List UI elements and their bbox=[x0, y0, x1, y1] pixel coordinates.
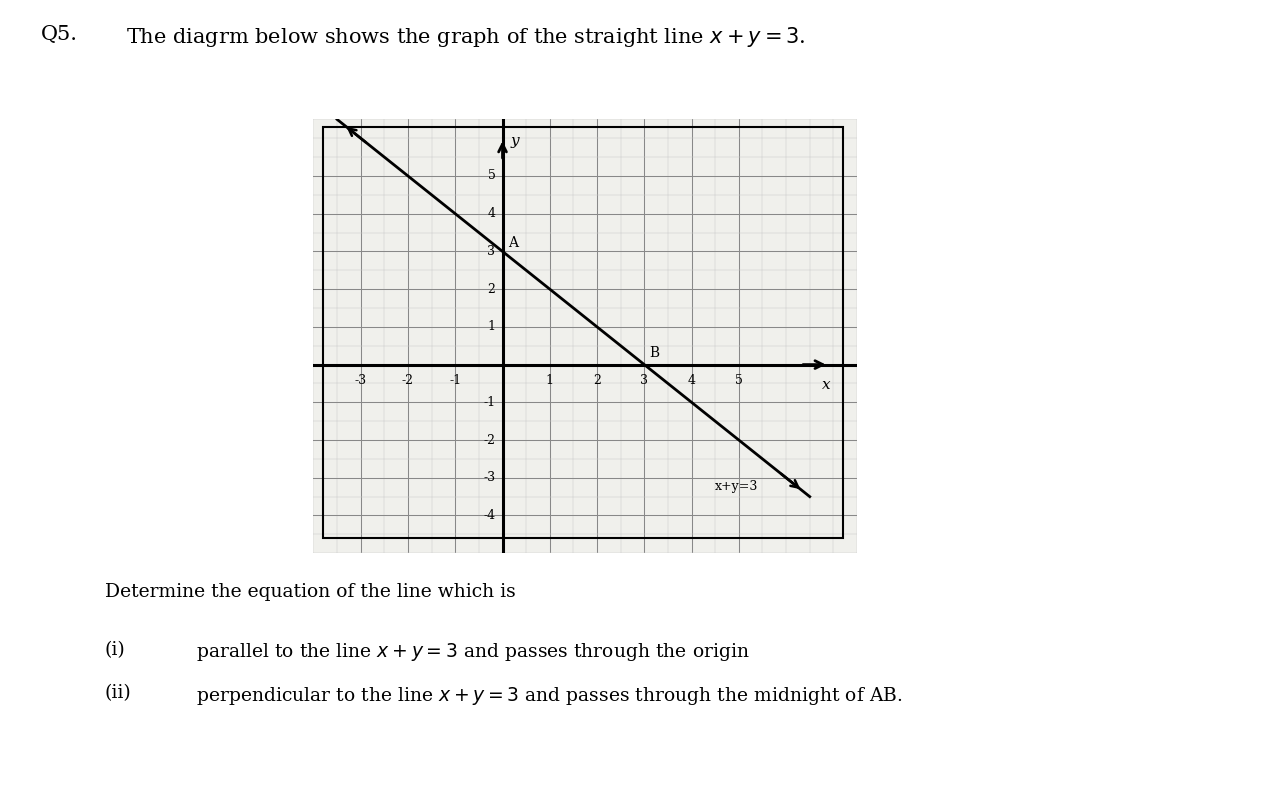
Text: 2: 2 bbox=[593, 374, 600, 387]
Text: The diagrm below shows the graph of the straight line $x + y = 3$.: The diagrm below shows the graph of the … bbox=[126, 25, 806, 49]
Text: Determine the equation of the line which is: Determine the equation of the line which… bbox=[105, 583, 516, 601]
Text: Q5.: Q5. bbox=[40, 25, 77, 45]
Text: y: y bbox=[511, 135, 520, 149]
Text: -3: -3 bbox=[355, 374, 367, 387]
Text: -4: -4 bbox=[483, 509, 495, 522]
Text: x+y=3: x+y=3 bbox=[715, 480, 758, 493]
Text: 1: 1 bbox=[546, 374, 554, 387]
Text: 1: 1 bbox=[488, 320, 495, 334]
Text: -2: -2 bbox=[483, 434, 495, 447]
Text: parallel to the line $x + y = 3$ and passes through the origin: parallel to the line $x + y = 3$ and pas… bbox=[196, 641, 750, 663]
Text: 5: 5 bbox=[734, 374, 743, 387]
Text: -1: -1 bbox=[449, 374, 461, 387]
Text: -1: -1 bbox=[483, 396, 495, 409]
Text: A: A bbox=[508, 236, 518, 250]
Text: -2: -2 bbox=[402, 374, 415, 387]
Text: (i): (i) bbox=[105, 641, 125, 659]
Text: 4: 4 bbox=[488, 207, 495, 220]
Text: (ii): (ii) bbox=[105, 685, 131, 703]
Text: perpendicular to the line $x + y = 3$ and passes through the midnight of AB.: perpendicular to the line $x + y = 3$ an… bbox=[196, 685, 902, 707]
Text: 3: 3 bbox=[488, 245, 495, 258]
Text: 3: 3 bbox=[641, 374, 648, 387]
Text: 4: 4 bbox=[688, 374, 695, 387]
Text: -3: -3 bbox=[483, 471, 495, 484]
Text: 2: 2 bbox=[488, 283, 495, 295]
Text: 5: 5 bbox=[488, 170, 495, 182]
Text: B: B bbox=[648, 346, 659, 360]
Text: x: x bbox=[822, 378, 830, 392]
